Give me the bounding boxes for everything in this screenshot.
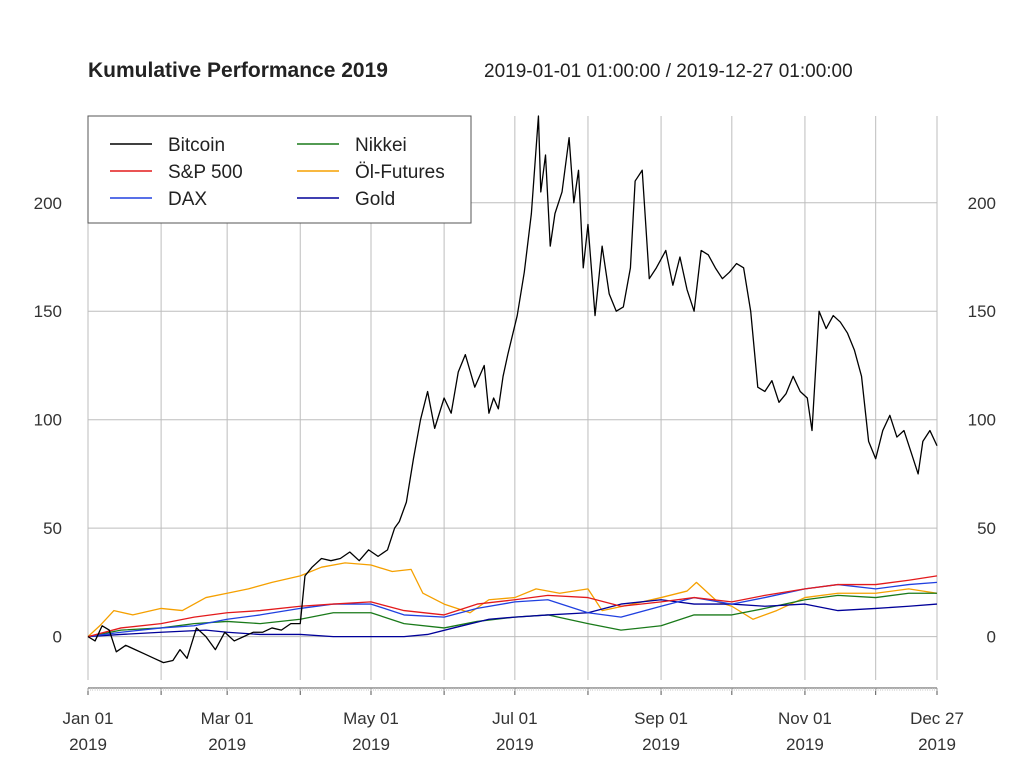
series-line-bitcoin [87,115,938,664]
x-tick-year-label: 2019 [496,735,534,754]
series-layer [87,115,938,664]
y-tick-label-left: 0 [53,628,62,647]
x-tick-label: Sep 01 [634,709,688,728]
axis-layer: 0 0 50 50 100 100 150 150 200 200 Jan 01 2019 Mar 01… [34,194,996,754]
y-tick-label-left: 150 [34,302,62,321]
x-tick-year-label: 2019 [642,735,680,754]
legend-label-nikkei: Nikkei [355,135,407,156]
legend: Bitcoin Nikkei S&P 500 Öl-Futures DAX Gold [87,115,472,224]
legend-box [87,115,472,224]
legend-label--l-futures: Öl-Futures [355,162,445,183]
series-line-s-p-500 [87,575,938,638]
legend-label-bitcoin: Bitcoin [168,135,225,156]
y-tick-label-left: 50 [43,519,62,538]
x-tick-label: May 01 [343,709,399,728]
x-tick-year-label: 2019 [69,735,107,754]
x-tick-year-label: 2019 [918,735,956,754]
y-tick-label-left: 100 [34,411,62,430]
x-tick-year-label: 2019 [208,735,246,754]
legend-label-gold: Gold [355,189,395,210]
y-tick-label-right: 50 [977,519,996,538]
chart-subtitle: 2019-01-01 01:00:00 / 2019-12-27 01:00:0… [484,61,853,82]
x-tick-label: Jan 01 [62,709,113,728]
chart-title: Kumulative Performance 2019 [88,59,388,82]
y-tick-label-right: 200 [968,194,996,213]
x-tick-label: Dec 27 [910,709,964,728]
x-tick-label: Jul 01 [492,709,537,728]
y-tick-label-left: 200 [34,194,62,213]
y-tick-label-right: 0 [987,628,996,647]
x-tick-year-label: 2019 [352,735,390,754]
y-tick-label-right: 100 [968,411,996,430]
series-line-dax [87,581,938,638]
series-line-gold [87,599,938,638]
x-tick-label: Mar 01 [201,709,254,728]
legend-label-s-p-500: S&P 500 [168,162,243,183]
x-tick-label: Nov 01 [778,709,832,728]
legend-label-dax: DAX [168,189,207,210]
x-tick-year-label: 2019 [786,735,824,754]
series-line--l-futures [87,562,938,638]
y-tick-label-right: 150 [968,302,996,321]
